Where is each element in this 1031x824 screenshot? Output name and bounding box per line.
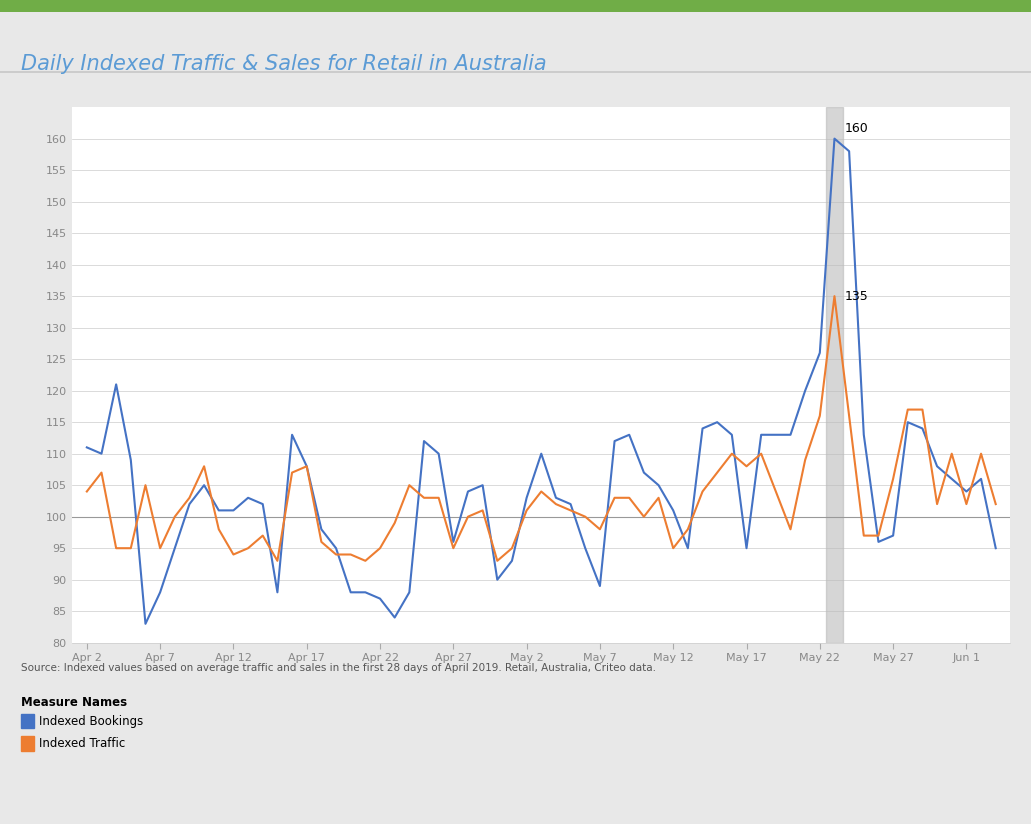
- Text: Source: Indexed values based on average traffic and sales in the first 28 days o: Source: Indexed values based on average …: [21, 663, 656, 673]
- Text: Measure Names: Measure Names: [21, 696, 127, 709]
- Text: Indexed Bookings: Indexed Bookings: [39, 714, 143, 728]
- Text: 160: 160: [844, 123, 868, 135]
- Text: Daily Indexed Traffic & Sales for Retail in Australia: Daily Indexed Traffic & Sales for Retail…: [21, 54, 546, 73]
- Text: Indexed Traffic: Indexed Traffic: [39, 737, 126, 750]
- Bar: [826, 107, 843, 643]
- Text: 135: 135: [844, 290, 868, 302]
